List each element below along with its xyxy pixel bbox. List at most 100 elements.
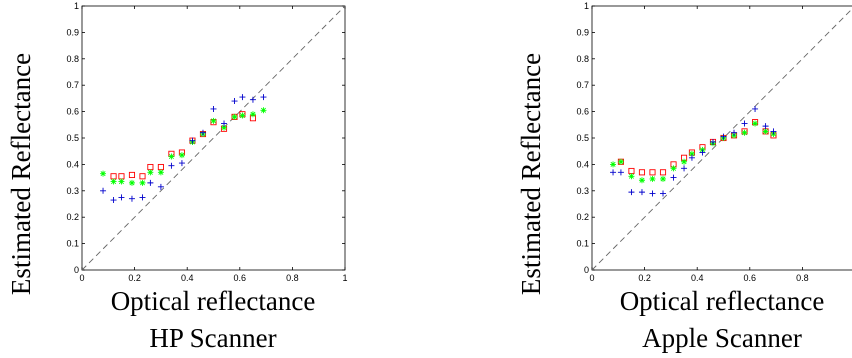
hp-scanner-panel: 0 0.1 0.2 0.3 0.4 0.5 0.6 0.7 0.8 0.9 1 0 0.2 0.4 0.6 0… <box>6 1 348 353</box>
data-point-asterisk <box>741 129 748 136</box>
data-point-plus <box>741 120 748 127</box>
data-point-plus <box>239 94 246 101</box>
data-point-square <box>139 173 146 180</box>
data-point-plus <box>649 190 656 197</box>
y-tick-label: 0.7 <box>576 80 589 90</box>
x-tick-label: 0.2 <box>638 273 651 283</box>
y-tick-label: 0.6 <box>66 107 79 117</box>
y-tick-label: 0.6 <box>576 107 589 117</box>
x-tick-label: 0 <box>589 273 594 283</box>
data-point-asterisk <box>178 152 185 159</box>
x-tick-label: 0.8 <box>796 273 809 283</box>
y-tick-label: 0.5 <box>576 133 589 143</box>
data-point-asterisk <box>100 170 107 177</box>
x-tick-label: 0.6 <box>744 273 757 283</box>
data-point-plus <box>681 165 688 172</box>
data-point-asterisk <box>628 173 635 180</box>
data-point-plus <box>157 183 164 190</box>
data-point-asterisk <box>670 165 677 172</box>
data-point-plus <box>110 197 117 204</box>
data-point-asterisk <box>249 111 256 118</box>
x-axis-title: Optical reflectance <box>620 286 825 316</box>
y-tick-label: 0.5 <box>66 133 79 143</box>
panel-caption: HP Scanner <box>149 323 276 353</box>
data-point-plus <box>168 162 175 169</box>
data-point-plus <box>709 138 716 145</box>
data-point-asterisk <box>221 124 228 131</box>
data-point-plus <box>628 189 635 196</box>
data-point-asterisk <box>210 117 217 124</box>
y-tick-label: 0.1 <box>576 239 589 249</box>
y-tick-label: 0.3 <box>66 186 79 196</box>
data-point-square <box>659 169 667 176</box>
panel-caption: Apple Scanner <box>642 323 802 353</box>
y-tick-label: 1 <box>584 1 589 11</box>
x-tick-label: 1 <box>342 273 347 283</box>
y-axis-title: Estimated Reflectance <box>6 53 36 295</box>
data-point-plus <box>699 149 706 156</box>
data-point-plus <box>610 169 617 176</box>
x-tick-label: 0.8 <box>286 273 299 283</box>
x-tick-label: 0.4 <box>181 273 194 283</box>
x-tick-label: 0 <box>79 273 84 283</box>
data-point-plus <box>720 133 727 140</box>
x-tick-label: 0.4 <box>691 273 704 283</box>
data-point-asterisk <box>128 179 135 186</box>
data-point-asterisk <box>118 178 125 185</box>
y-tick-label: 0.7 <box>66 80 79 90</box>
data-point-plus <box>147 179 154 186</box>
data-point-asterisk <box>139 179 146 186</box>
data-point-square <box>628 167 635 175</box>
data-point-asterisk <box>610 161 617 168</box>
y-tick-label: 0 <box>74 265 79 275</box>
data-point-plus <box>260 94 267 101</box>
data-point-square <box>110 173 117 180</box>
data-point-asterisk <box>110 178 117 185</box>
data-point-plus <box>128 195 135 202</box>
data-point-plus <box>221 120 228 127</box>
data-point-plus <box>638 189 645 196</box>
y-tick-label: 0.8 <box>66 54 79 64</box>
data-point-plus <box>210 105 217 112</box>
y-axis-title: Estimated Reflectance <box>516 53 546 295</box>
identity-reference-line <box>81 5 346 271</box>
data-point-plus <box>100 187 107 194</box>
data-point-asterisk <box>638 177 645 184</box>
y-tick-label: 0.3 <box>576 186 589 196</box>
data-point-asterisk <box>617 158 624 165</box>
data-point-square <box>649 169 656 176</box>
data-point-asterisk <box>168 153 175 160</box>
data-point-plus <box>688 154 695 161</box>
data-point-plus <box>617 169 624 176</box>
apple-scanner-panel: 0 0.1 0.2 0.3 0.4 0.5 0.6 0.7 0.8 0.9 1 0 0.2 0.4 0.6 0… <box>516 1 852 353</box>
data-point-asterisk <box>681 158 688 165</box>
data-point-asterisk <box>762 128 769 135</box>
y-tick-label: 1 <box>74 1 79 11</box>
data-point-plus <box>199 129 206 136</box>
x-tick-label: 0.6 <box>234 273 247 283</box>
data-point-asterisk <box>260 107 267 114</box>
data-point-square <box>118 173 125 180</box>
data-point-plus <box>231 98 238 105</box>
y-tick-label: 0.9 <box>576 27 589 37</box>
data-point-plus <box>178 160 185 167</box>
y-tick-label: 0.9 <box>66 27 79 37</box>
y-tick-label: 0.2 <box>576 212 589 222</box>
data-point-asterisk <box>649 175 656 182</box>
data-point-plus <box>189 137 196 144</box>
data-point-plus <box>139 194 146 201</box>
y-tick-label: 0.1 <box>66 239 79 249</box>
data-point-plus <box>249 96 256 103</box>
data-point-plus <box>670 174 677 181</box>
data-point-asterisk <box>231 113 238 120</box>
data-point-asterisk <box>688 150 695 157</box>
x-tick-label: 0.2 <box>128 273 141 283</box>
data-point-asterisk <box>239 112 246 119</box>
data-point-plus <box>770 128 777 135</box>
y-tick-label: 0.8 <box>576 54 589 64</box>
data-point-plus <box>762 123 769 130</box>
data-point-plus <box>660 190 667 197</box>
data-point-square <box>638 169 646 176</box>
data-point-asterisk <box>147 169 154 176</box>
